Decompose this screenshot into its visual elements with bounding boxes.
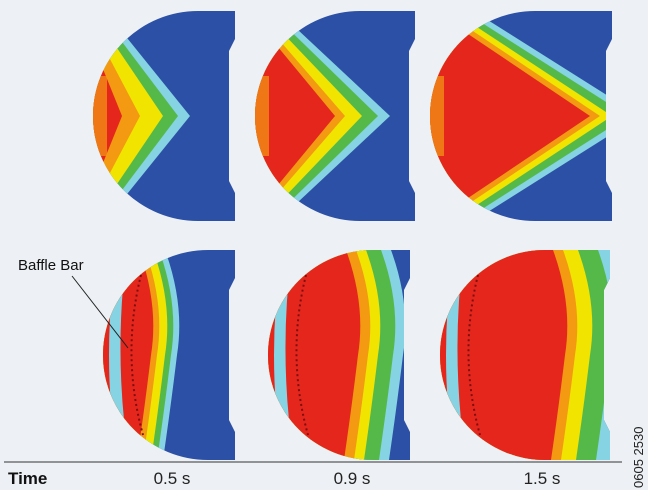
simulation-panel [268, 250, 410, 460]
field-band [430, 11, 590, 221]
field-band [430, 76, 444, 156]
simulation-panel [430, 11, 612, 221]
time-value: 1.5 s [524, 469, 561, 488]
baffle-bar [130, 274, 144, 436]
annotation-leader [71, 275, 129, 349]
time-label: Time [8, 469, 47, 488]
annotation: Baffle Bar [18, 257, 84, 274]
field-band [255, 76, 269, 156]
time-value: 0.9 s [334, 469, 371, 488]
simulation-panel [440, 250, 610, 460]
baffle-bar [467, 274, 481, 436]
figure-id: 0605 2530 [631, 427, 646, 488]
baffle-bar [295, 274, 309, 436]
panels [93, 11, 612, 460]
time-value: 0.5 s [154, 469, 191, 488]
field-band [440, 250, 568, 460]
field-band [93, 76, 107, 156]
